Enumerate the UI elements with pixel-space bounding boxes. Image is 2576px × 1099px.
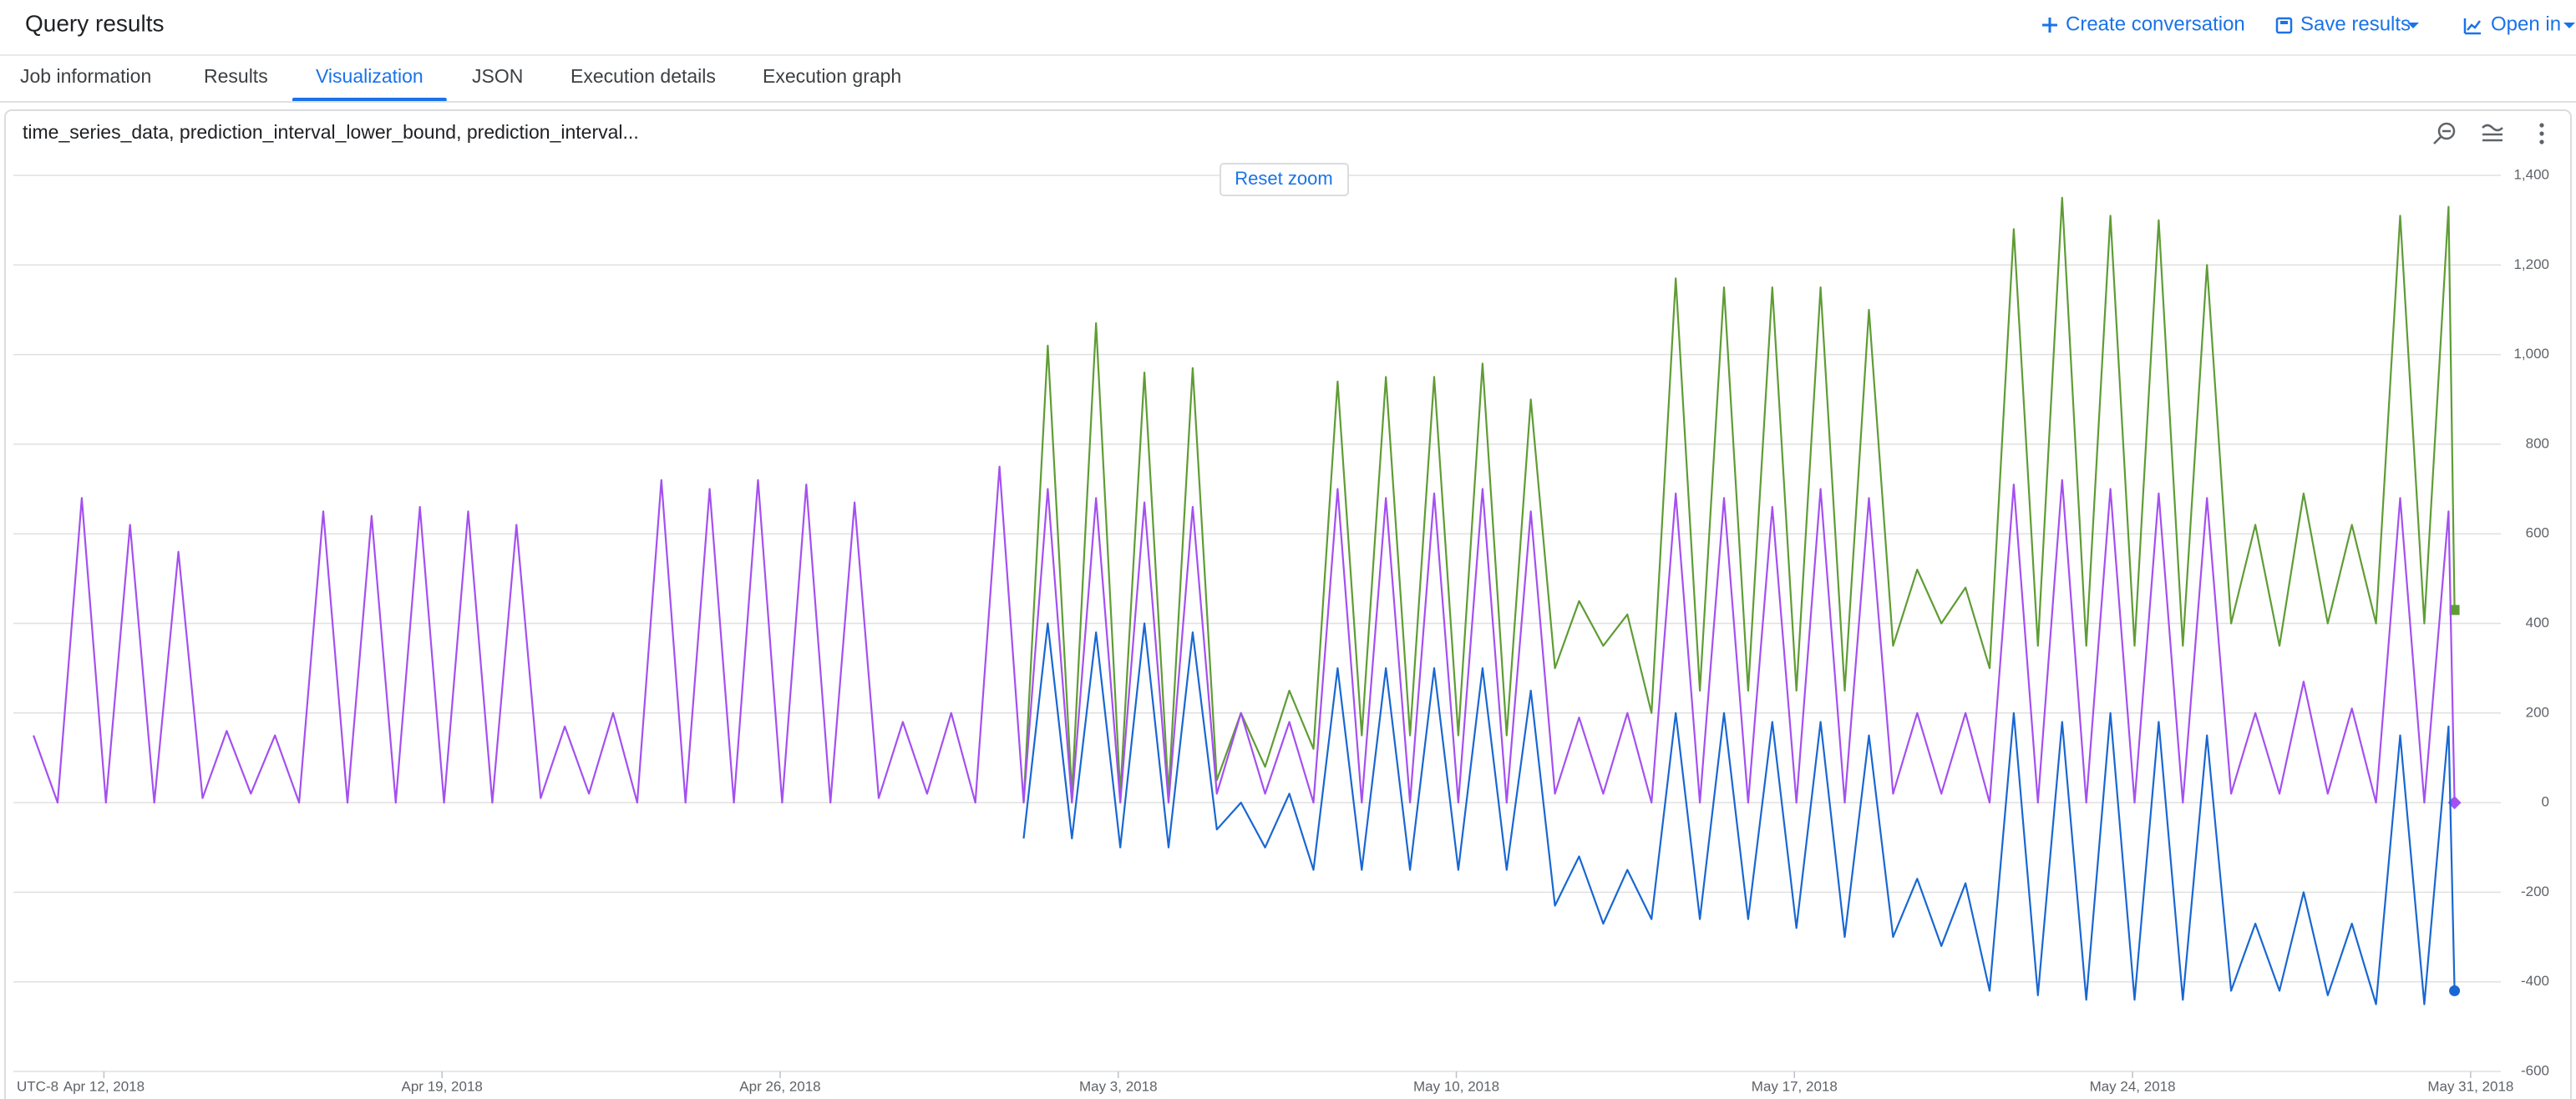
y-tick-label: 600 — [2526, 525, 2549, 541]
dropdown-caret — [2563, 23, 2575, 28]
reset-zoom-button[interactable]: Reset zoom — [1220, 163, 1349, 196]
zoom-out-icon[interactable] — [2433, 122, 2456, 144]
dropdown-caret — [2407, 23, 2419, 28]
save-icon — [2275, 17, 2293, 34]
y-tick-label: 400 — [2526, 615, 2549, 631]
y-tick-label: 200 — [2526, 704, 2549, 720]
end-marker — [2449, 605, 2460, 615]
button-frame — [1220, 163, 1349, 196]
plus-icon — [2042, 18, 2057, 33]
icon-part — [2539, 123, 2544, 128]
plot: -600 -400 -200 0 200 400 600 800 1,000 1,200 1,400… — [13, 166, 2549, 1094]
page-title: Query results — [25, 10, 165, 36]
icon-part — [2437, 122, 2456, 140]
save-results-button[interactable]: Save results — [2275, 13, 2419, 35]
x-tick-label: Apr 12, 2018 — [63, 1078, 145, 1094]
y-tick-label: 1,000 — [2513, 346, 2549, 362]
open-in-button[interactable]: Open in — [2463, 13, 2575, 35]
tab[interactable]: Job information — [20, 65, 151, 87]
x-tick-label: Apr 26, 2018 — [739, 1078, 820, 1094]
x-tick-label: May 3, 2018 — [1079, 1078, 1158, 1094]
y-tick-label: 800 — [2526, 435, 2549, 451]
action-label: Open in — [2491, 13, 2561, 35]
y-tick-label: 1,200 — [2513, 256, 2549, 272]
tab[interactable]: Visualization — [316, 65, 423, 87]
x-tick-label: May 10, 2018 — [1413, 1078, 1499, 1094]
button-label: Reset zoom — [1235, 168, 1332, 189]
icon-part — [2539, 139, 2544, 144]
x-tick-label: May 31, 2018 — [2427, 1078, 2513, 1094]
tab[interactable]: Execution graph — [763, 65, 901, 87]
series-icon[interactable] — [2482, 124, 2503, 142]
series-line — [1022, 622, 2456, 1005]
x-tick-label: Apr 19, 2018 — [402, 1078, 483, 1094]
end-marker — [2449, 985, 2461, 996]
y-tick-label: -600 — [2521, 1062, 2549, 1078]
y-tick-label: -400 — [2521, 973, 2549, 989]
y-tick-label: 0 — [2542, 794, 2549, 810]
x-tick-label: May 17, 2018 — [1752, 1078, 1838, 1094]
chart-icon — [2463, 18, 2481, 35]
x-tick-label: May 24, 2018 — [2090, 1078, 2176, 1094]
more-menu[interactable] — [2539, 123, 2544, 144]
series-line — [1022, 196, 2456, 803]
create-conversation-button[interactable]: Create conversation — [2042, 13, 2245, 35]
chart-card — [4, 109, 2572, 1099]
tab[interactable]: Results — [204, 65, 268, 87]
tab[interactable]: Execution details — [570, 65, 716, 87]
y-tick-label: 1,400 — [2513, 166, 2549, 182]
icon-part — [2433, 129, 2451, 144]
action-label: Create conversation — [2066, 13, 2245, 35]
tab[interactable]: JSON — [472, 65, 523, 87]
action-label: Save results — [2300, 13, 2411, 35]
series-line — [33, 465, 2456, 804]
chart-title: time_series_data, prediction_interval_lo… — [23, 121, 639, 143]
icon-part — [2539, 131, 2544, 136]
tab-bar: Job information Results Visualization JSON E… — [20, 65, 901, 102]
y-tick-label: -200 — [2521, 884, 2549, 899]
timezone-label: UTC-8 — [17, 1078, 58, 1094]
active-tab-indicator — [292, 98, 447, 102]
save-icon-part — [2280, 21, 2288, 24]
